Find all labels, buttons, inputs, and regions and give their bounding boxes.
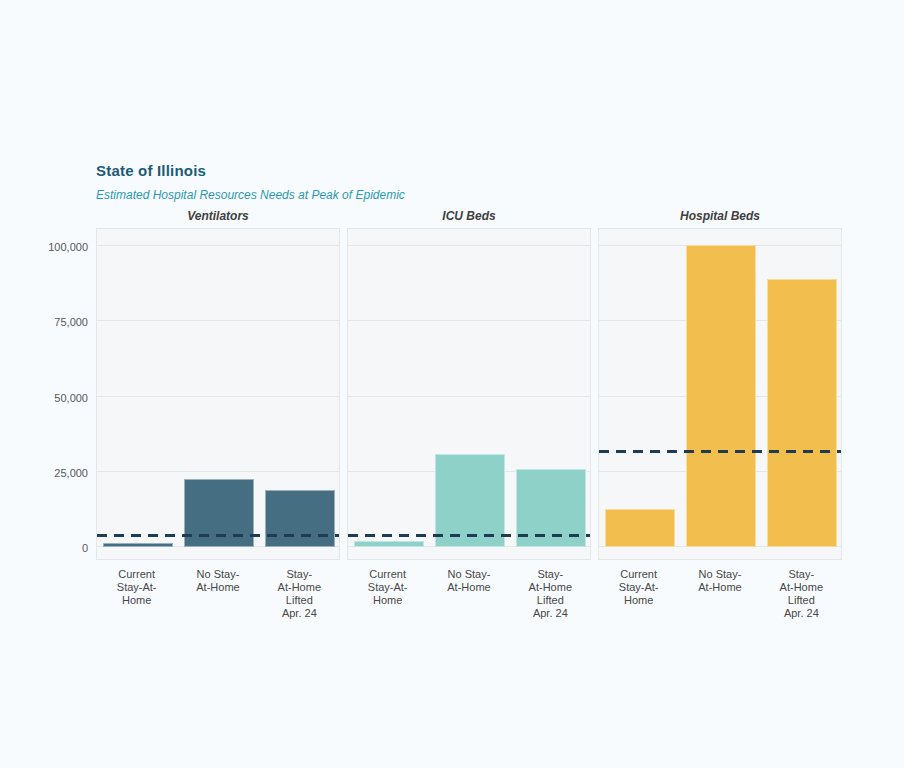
x-axis-tick-label: Stay- At-Home Lifted Apr. 24 <box>259 568 340 620</box>
bar-stay-at-home-lifted-apr-24 <box>265 490 335 547</box>
gridline <box>97 471 339 472</box>
x-axis-tick-label: No Stay- At-Home <box>679 568 760 594</box>
gridline <box>97 245 339 246</box>
x-axis-tick-label: Stay- At-Home Lifted Apr. 24 <box>761 568 842 620</box>
chart-title: State of Illinois <box>96 162 206 179</box>
facet-title: Hospital Beds <box>598 209 842 225</box>
gridline <box>97 396 339 397</box>
facet-title: ICU Beds <box>347 209 591 225</box>
x-axis-tick-label: Current Stay-At- Home <box>598 568 679 607</box>
x-axis-tick-label: No Stay- At-Home <box>177 568 258 594</box>
facet-panel <box>96 228 340 560</box>
gridline <box>348 320 590 321</box>
x-axis-tick-label: Stay- At-Home Lifted Apr. 24 <box>510 568 591 620</box>
bar-current-stay-at-home <box>103 543 173 548</box>
x-axis-tick-label: Current Stay-At- Home <box>347 568 428 607</box>
facet-panel <box>598 228 842 560</box>
bar-stay-at-home-lifted-apr-24 <box>767 279 837 547</box>
y-axis-tick-label: 25,000 <box>28 467 88 479</box>
bar-no-stay-at-home <box>686 245 756 548</box>
bar-current-stay-at-home <box>605 509 675 547</box>
chart-subtitle: Estimated Hospital Resources Needs at Pe… <box>96 188 405 202</box>
y-axis-tick-label: 75,000 <box>28 316 88 328</box>
x-axis-tick-label: No Stay- At-Home <box>428 568 509 594</box>
gridline <box>348 245 590 246</box>
capacity-reference-line <box>599 450 841 453</box>
capacity-reference-line <box>97 534 339 537</box>
gridline <box>97 320 339 321</box>
y-axis-tick-label: 0 <box>28 542 88 554</box>
capacity-reference-line <box>348 534 590 537</box>
x-axis-tick-label: Current Stay-At- Home <box>96 568 177 607</box>
hospital-resources-chart: State of Illinois Estimated Hospital Res… <box>0 0 904 768</box>
facet-title: Ventilators <box>96 209 340 225</box>
bar-current-stay-at-home <box>354 541 424 547</box>
bar-no-stay-at-home <box>435 454 505 547</box>
facet-panel <box>347 228 591 560</box>
y-axis-tick-label: 50,000 <box>28 392 88 404</box>
y-axis-tick-label: 100,000 <box>28 241 88 253</box>
gridline <box>348 396 590 397</box>
